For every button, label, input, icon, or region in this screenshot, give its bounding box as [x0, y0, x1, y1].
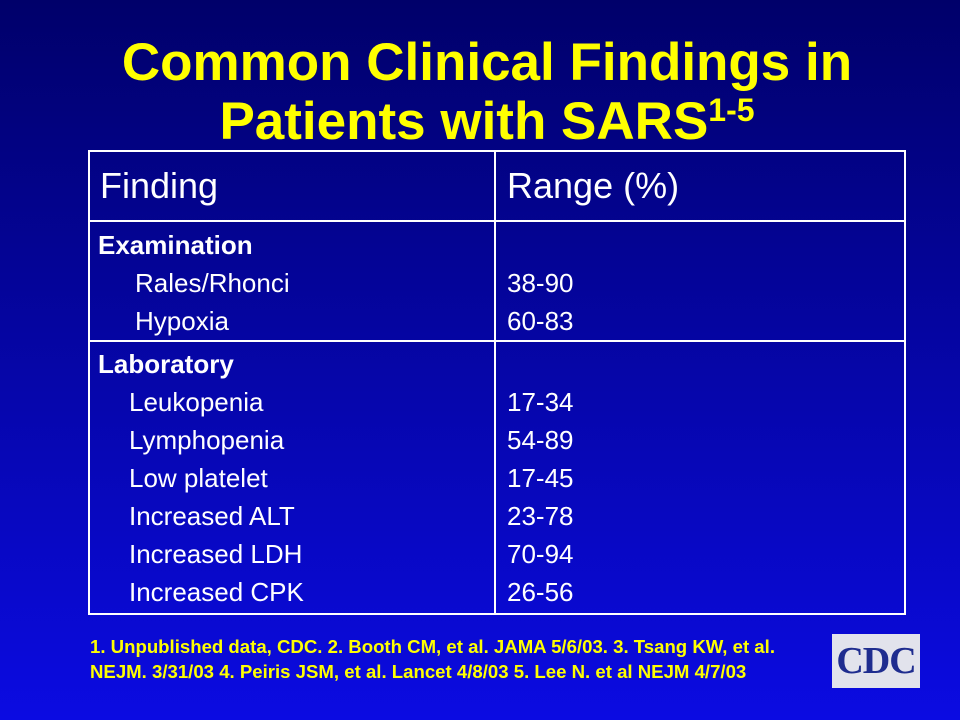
finding-label: Increased ALT: [129, 501, 295, 531]
column-header-finding: Finding: [90, 152, 496, 220]
table-header-row: Finding Range (%): [90, 152, 904, 222]
range-spacer: [507, 226, 904, 264]
reference-line: 1. Unpublished data, CDC. 2. Booth CM, e…: [90, 636, 775, 657]
table-section-laboratory: Laboratory Leukopenia Lymphopenia Low pl…: [90, 342, 904, 613]
range-value: 60-83: [507, 306, 574, 336]
finding-column: Laboratory Leukopenia Lymphopenia Low pl…: [90, 342, 496, 613]
title-line-1: Common Clinical Findings in: [121, 33, 853, 92]
section-heading: Laboratory: [98, 349, 234, 379]
range-spacer: [507, 345, 904, 383]
table-section-examination: Examination Rales/Rhonci Hypoxia 38-90 6…: [90, 222, 904, 342]
range-value: 54-89: [507, 425, 574, 455]
finding-column: Examination Rales/Rhonci Hypoxia: [90, 222, 496, 340]
range-column: 38-90 60-83: [496, 222, 904, 340]
title-line-2-text: Patients with SARS: [219, 92, 709, 151]
range-value: 26-56: [507, 577, 574, 607]
findings-table: Finding Range (%) Examination Rales/Rhon…: [88, 150, 906, 615]
range-value: 38-90: [507, 268, 574, 298]
range-column: 17-34 54-89 17-45 23-78 70-94 26-56: [496, 342, 904, 613]
range-value: 17-45: [507, 463, 574, 493]
range-value: 70-94: [507, 539, 574, 569]
title-line-2: Patients with SARS1-5: [14, 92, 960, 158]
finding-label: Leukopenia: [129, 387, 264, 417]
finding-label: Rales/Rhonci: [135, 268, 290, 298]
range-value: 17-34: [507, 387, 574, 417]
finding-label: Hypoxia: [135, 306, 229, 336]
reference-line: NEJM. 3/31/03 4. Peiris JSM, et al. Lanc…: [90, 661, 747, 682]
range-value: 23-78: [507, 501, 574, 531]
slide-title: Common Clinical Findings in Patients wit…: [14, 33, 960, 158]
finding-label: Increased LDH: [129, 539, 303, 569]
title-superscript: 1-5: [708, 92, 755, 128]
cdc-logo-text: CDC: [836, 640, 916, 682]
finding-label: Low platelet: [129, 463, 268, 493]
column-header-range: Range (%): [507, 165, 680, 206]
finding-label: Increased CPK: [129, 577, 304, 607]
section-heading: Examination: [98, 230, 253, 260]
cdc-logo: CDC: [832, 634, 920, 688]
finding-label: Lymphopenia: [129, 425, 285, 455]
references: 1. Unpublished data, CDC. 2. Booth CM, e…: [90, 634, 775, 684]
